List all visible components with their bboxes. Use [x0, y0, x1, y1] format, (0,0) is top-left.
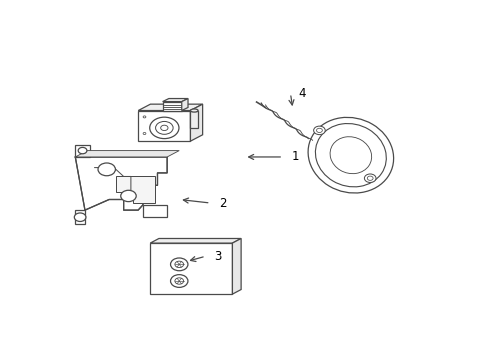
Polygon shape: [75, 157, 167, 210]
Circle shape: [161, 125, 168, 131]
Circle shape: [316, 128, 322, 132]
Circle shape: [143, 116, 145, 118]
Polygon shape: [138, 104, 202, 111]
Ellipse shape: [307, 117, 393, 193]
Circle shape: [170, 258, 187, 271]
Circle shape: [98, 163, 115, 176]
Ellipse shape: [315, 123, 386, 187]
Circle shape: [149, 117, 179, 139]
Polygon shape: [150, 238, 241, 243]
Polygon shape: [232, 238, 241, 294]
Circle shape: [366, 176, 372, 180]
Circle shape: [170, 275, 187, 287]
Polygon shape: [190, 104, 202, 141]
Circle shape: [313, 126, 325, 135]
Text: 2: 2: [219, 197, 226, 210]
Text: 1: 1: [291, 150, 298, 163]
Circle shape: [78, 147, 87, 154]
Polygon shape: [75, 150, 179, 157]
Polygon shape: [116, 176, 155, 203]
Circle shape: [364, 174, 375, 183]
Ellipse shape: [329, 137, 371, 174]
Circle shape: [175, 278, 183, 284]
Text: 3: 3: [214, 250, 221, 263]
Circle shape: [143, 132, 145, 135]
Polygon shape: [142, 205, 167, 217]
Polygon shape: [163, 102, 182, 111]
Circle shape: [175, 261, 183, 267]
Circle shape: [121, 190, 136, 202]
Polygon shape: [182, 99, 187, 111]
Polygon shape: [75, 145, 90, 157]
Ellipse shape: [190, 109, 198, 112]
Circle shape: [74, 213, 86, 221]
Polygon shape: [150, 243, 232, 294]
Text: 4: 4: [298, 87, 305, 100]
Polygon shape: [138, 111, 190, 141]
Polygon shape: [163, 99, 187, 102]
Bar: [190, 111, 198, 129]
Circle shape: [155, 121, 173, 134]
Polygon shape: [75, 210, 85, 224]
